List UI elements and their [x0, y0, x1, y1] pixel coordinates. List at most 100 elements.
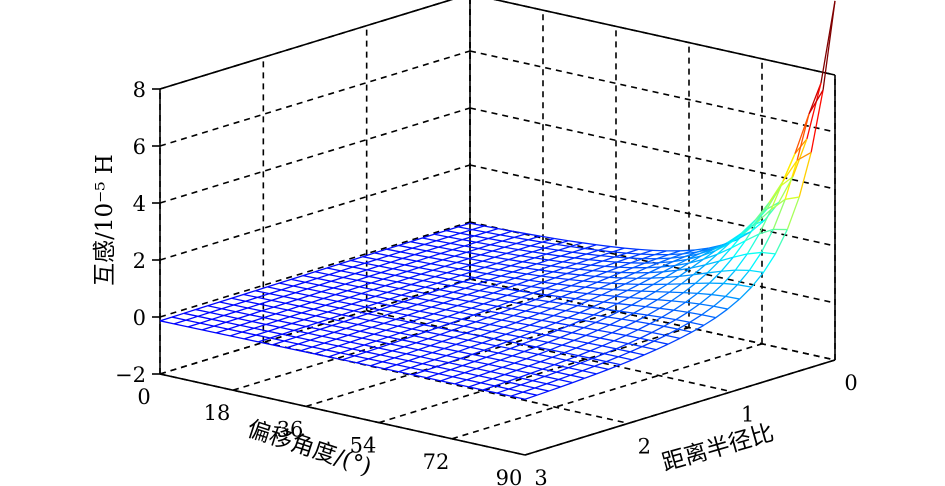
surface-line	[235, 307, 248, 313]
surface-line	[412, 243, 425, 249]
surface-line	[570, 370, 583, 376]
surface-line	[532, 251, 547, 255]
surface-line	[520, 380, 533, 386]
surface-line	[406, 353, 421, 358]
surface-line	[580, 270, 594, 276]
surface-line	[542, 281, 558, 285]
surface-line	[453, 332, 467, 338]
surface-line	[808, 82, 822, 115]
surface-line	[497, 301, 510, 307]
surface-line	[766, 185, 782, 210]
surface-line	[482, 256, 495, 262]
surface-line	[351, 303, 366, 308]
surface-line	[307, 332, 323, 337]
surface-line	[410, 363, 423, 369]
surface-line	[555, 317, 568, 324]
surface-line	[457, 222, 471, 228]
surface-line	[740, 219, 756, 235]
surface-line	[315, 315, 330, 320]
surface-line	[608, 271, 622, 278]
surface-line	[782, 159, 798, 182]
surface-line	[591, 306, 606, 310]
surface-line	[377, 302, 392, 307]
grid-line	[493, 0, 836, 76]
surface-line	[620, 359, 633, 366]
surface-line	[439, 285, 452, 291]
surface-line	[253, 327, 269, 332]
surface-line	[558, 245, 571, 251]
surface-line	[478, 244, 491, 250]
surface-line	[578, 264, 591, 270]
surface-line	[373, 333, 389, 338]
surface-line	[612, 247, 625, 253]
surface-line	[187, 322, 201, 328]
surface-line	[447, 315, 462, 320]
surface-line	[732, 240, 746, 258]
surface-line	[604, 261, 617, 267]
surface-line	[216, 332, 231, 337]
surface-line	[652, 276, 666, 286]
surface-line	[350, 341, 365, 346]
surface-line	[395, 314, 408, 320]
surface-line	[377, 298, 390, 304]
surface-line	[425, 331, 441, 336]
surface-line	[470, 260, 483, 266]
surface-line	[538, 353, 553, 358]
surface-line	[387, 287, 400, 294]
surface-line	[678, 267, 692, 277]
surface-line	[476, 367, 491, 373]
surface-line	[521, 339, 535, 345]
surface-line	[508, 384, 521, 390]
surface-line	[604, 265, 619, 268]
surface-line	[331, 324, 347, 330]
surface-line	[253, 323, 267, 329]
surface-line	[528, 275, 542, 281]
surface-line	[510, 347, 525, 353]
surface-line	[632, 262, 646, 269]
surface-line	[716, 247, 732, 255]
surface-line	[554, 237, 569, 242]
surface-line	[687, 303, 700, 313]
surface-line	[552, 271, 568, 275]
surface-line	[171, 316, 187, 321]
surface-line	[381, 311, 394, 318]
surface-line	[398, 244, 413, 249]
surface-line	[628, 253, 641, 259]
surface-line	[467, 339, 483, 344]
surface-line	[326, 263, 340, 269]
surface-line	[507, 294, 522, 299]
surface-line	[551, 307, 566, 312]
surface-line	[321, 335, 337, 340]
surface-line	[353, 306, 366, 312]
surface-line	[465, 332, 481, 337]
surface-line	[547, 341, 563, 346]
surface-line	[371, 282, 386, 287]
surface-line	[338, 263, 354, 268]
surface-line	[243, 293, 258, 299]
surface-line	[531, 327, 545, 333]
surface-line	[197, 311, 211, 317]
surface-line	[347, 334, 363, 339]
surface-line	[324, 342, 339, 347]
surface-line	[542, 237, 555, 243]
surface-line	[648, 266, 662, 274]
surface-line	[587, 287, 600, 295]
surface-line	[255, 330, 269, 336]
surface-line	[352, 262, 366, 268]
surface-line	[592, 357, 607, 363]
surface-line	[281, 285, 294, 291]
surface-line	[718, 247, 732, 262]
surface-line	[251, 317, 265, 323]
surface-line	[375, 336, 389, 342]
surface-line	[230, 335, 245, 340]
surface-line	[496, 392, 512, 397]
surface-line	[427, 333, 441, 340]
surface-line	[547, 289, 560, 296]
surface-line	[545, 334, 561, 339]
surface-line	[714, 243, 730, 252]
surface-line	[440, 252, 455, 257]
surface-line	[406, 349, 419, 355]
surface-line	[338, 259, 351, 265]
surface-line	[328, 356, 343, 361]
surface-line	[762, 253, 776, 273]
